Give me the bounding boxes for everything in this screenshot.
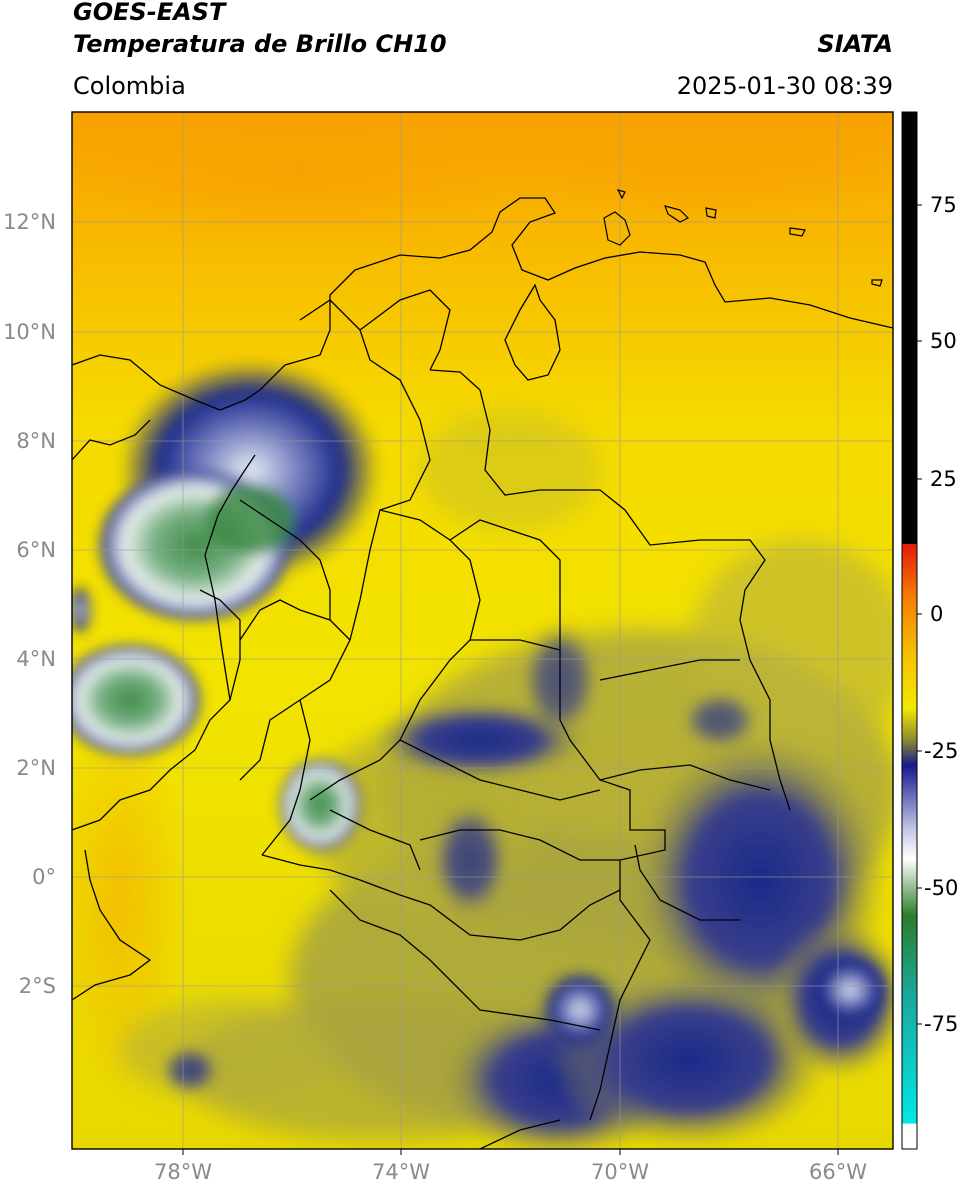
graticule [72, 112, 893, 1149]
colorbar [901, 111, 918, 1150]
lat-label: 4°N [16, 647, 56, 671]
colorbar-label: 0 [930, 602, 944, 626]
timestamp-label: 2025-01-30 08:39 [676, 72, 893, 100]
lon-label: 66°W [809, 1160, 867, 1184]
lat-label: 8°N [16, 429, 56, 453]
colorbar-label: -25 [924, 739, 959, 763]
satellite-imagery [72, 112, 893, 1149]
lat-label: 2°S [18, 974, 56, 998]
title-line2: Temperatura de Brillo CH10 [73, 30, 447, 58]
map-frame [71, 111, 894, 1150]
borders [72, 197, 893, 1149]
islands [603, 189, 883, 287]
lon-label: 74°W [372, 1160, 430, 1184]
colorbar-label: -75 [924, 1012, 959, 1036]
region-label: Colombia [73, 72, 186, 100]
lon-label: 70°W [591, 1160, 649, 1184]
colorbar-label: 50 [930, 329, 957, 353]
lat-label: 6°N [16, 538, 56, 562]
lat-label: 2°N [16, 756, 56, 780]
colorbar-label: 75 [930, 193, 957, 217]
lat-label: 10°N [3, 320, 56, 344]
source-label: SIATA [817, 30, 893, 58]
lat-label: 12°N [3, 210, 56, 234]
title-line1: GOES-EAST [73, 0, 226, 26]
lat-label: 0° [32, 865, 56, 889]
colorbar-label: 25 [930, 467, 957, 491]
lon-label: 78°W [154, 1160, 212, 1184]
colorbar-ticks [917, 204, 922, 1025]
colorbar-label: -50 [924, 876, 959, 900]
